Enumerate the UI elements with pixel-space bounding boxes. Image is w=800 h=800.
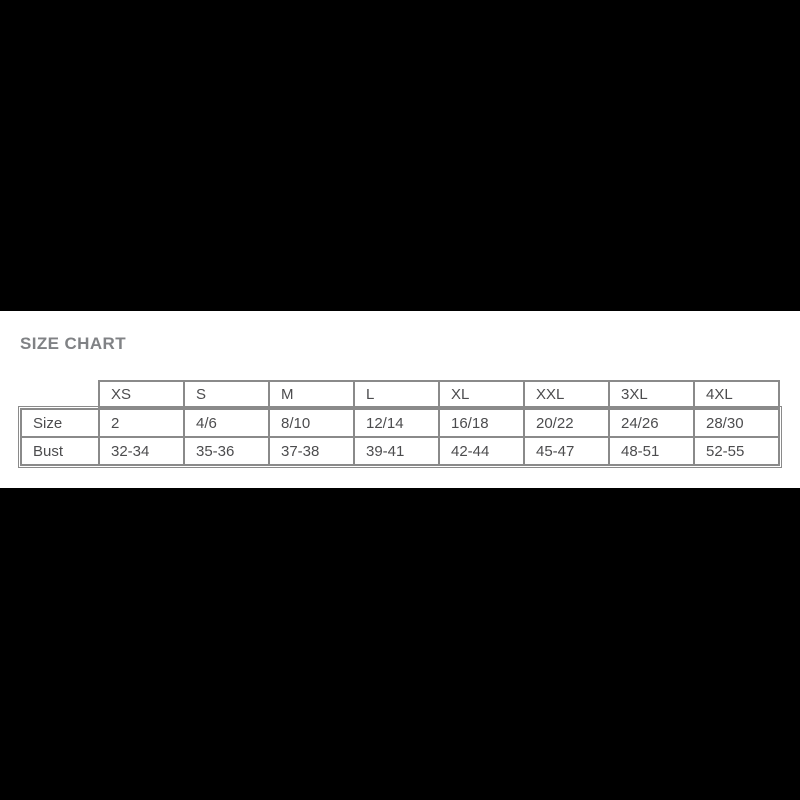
bust-cell: 35-36	[183, 436, 270, 466]
column-header-3xl: 3XL	[608, 380, 695, 408]
size-cell: 16/18	[438, 408, 525, 438]
table-row-size: Size 2 4/6 8/10 12/14 16/18 20/22 24/26 …	[20, 408, 780, 438]
size-cell: 8/10	[268, 408, 355, 438]
size-chart-panel: SIZE CHART XS S M L XL XXL 3XL 4XL Size	[0, 311, 800, 488]
column-header-s: S	[183, 380, 270, 408]
row-label-size: Size	[20, 408, 100, 438]
size-cell: 12/14	[353, 408, 440, 438]
size-chart-table: XS S M L XL XXL 3XL 4XL Size 2 4/6 8/10 …	[18, 380, 782, 468]
column-header-xxl: XXL	[523, 380, 610, 408]
row-label-bust: Bust	[20, 436, 100, 466]
table-row-bust: Bust 32-34 35-36 37-38 39-41 42-44 45-47…	[20, 436, 780, 466]
bust-cell: 52-55	[693, 436, 780, 466]
column-header-l: L	[353, 380, 440, 408]
bust-cell: 32-34	[98, 436, 185, 466]
size-cell: 2	[98, 408, 185, 438]
size-cell: 28/30	[693, 408, 780, 438]
column-header-m: M	[268, 380, 355, 408]
column-header-xs: XS	[98, 380, 185, 408]
size-cell: 4/6	[183, 408, 270, 438]
size-chart-body: Size 2 4/6 8/10 12/14 16/18 20/22 24/26 …	[18, 406, 782, 468]
column-header-xl: XL	[438, 380, 525, 408]
size-chart-title: SIZE CHART	[20, 334, 126, 353]
size-cell: 20/22	[523, 408, 610, 438]
bust-cell: 42-44	[438, 436, 525, 466]
size-chart-header-row: XS S M L XL XXL 3XL 4XL	[98, 380, 780, 408]
bust-cell: 39-41	[353, 436, 440, 466]
bust-cell: 48-51	[608, 436, 695, 466]
bust-cell: 37-38	[268, 436, 355, 466]
size-cell: 24/26	[608, 408, 695, 438]
bust-cell: 45-47	[523, 436, 610, 466]
column-header-4xl: 4XL	[693, 380, 780, 408]
